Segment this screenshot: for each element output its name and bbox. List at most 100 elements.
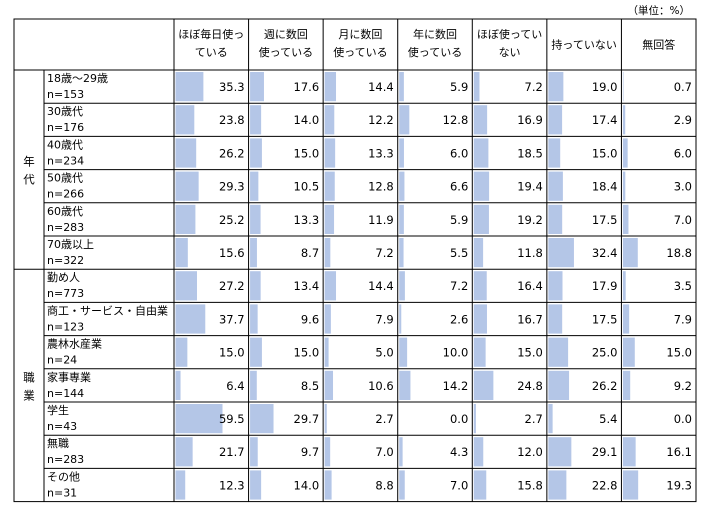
row-label: 無職: [47, 436, 69, 450]
data-bar: [622, 72, 624, 102]
data-bar: [473, 204, 489, 234]
data-value: 19.0: [592, 80, 618, 94]
data-bar: [473, 72, 480, 102]
row-n: n=283: [47, 221, 84, 234]
data-bar: [399, 271, 405, 301]
data-bar: [399, 72, 404, 102]
data-value: 29.7: [294, 412, 320, 426]
data-value: 17.4: [592, 113, 618, 127]
data-value: 12.3: [219, 478, 245, 492]
data-value: 24.8: [517, 379, 543, 393]
data-bar: [548, 337, 569, 367]
data-value: 10.6: [368, 379, 394, 393]
row-n: n=234: [47, 154, 84, 167]
data-bar: [324, 271, 337, 301]
data-bar: [473, 138, 489, 168]
data-value: 29.3: [219, 180, 245, 194]
data-value: 6.0: [674, 146, 692, 160]
data-value: 5.9: [450, 80, 468, 94]
row-label: 50歳代: [47, 172, 83, 185]
data-value: 15.0: [294, 146, 320, 160]
data-value: 0.0: [450, 412, 468, 426]
data-bar: [250, 337, 262, 367]
data-value: 2.9: [674, 113, 692, 127]
data-bar: [548, 370, 570, 400]
data-bar: [622, 138, 628, 168]
data-bar: [473, 404, 476, 434]
data-value: 15.0: [592, 146, 618, 160]
data-bar: [324, 72, 337, 102]
row-n: n=43: [47, 420, 77, 433]
data-value: 21.7: [219, 445, 245, 459]
data-value: 2.6: [450, 312, 468, 326]
data-bar: [473, 337, 486, 367]
data-bar: [324, 370, 334, 400]
column-header: 使っている: [259, 46, 313, 59]
data-value: 11.8: [517, 246, 543, 260]
row-n: n=773: [47, 287, 84, 300]
data-bar: [622, 171, 626, 201]
data-bar: [324, 171, 335, 201]
data-value: 7.0: [674, 213, 692, 227]
data-value: 22.8: [592, 478, 618, 492]
data-bar: [399, 204, 404, 234]
data-value: 5.9: [450, 213, 468, 227]
data-bar: [175, 204, 196, 234]
data-value: 32.4: [592, 246, 618, 260]
data-bar: [548, 72, 564, 102]
data-value: 15.0: [219, 346, 245, 360]
data-value: 25.0: [592, 346, 618, 360]
data-value: 6.4: [226, 379, 244, 393]
data-value: 15.0: [666, 346, 692, 360]
data-value: 5.4: [599, 412, 617, 426]
data-value: 9.7: [301, 445, 319, 459]
row-n: n=144: [47, 387, 84, 400]
data-value: 18.8: [666, 246, 692, 260]
data-value: 12.0: [517, 445, 543, 459]
data-bar: [175, 238, 188, 268]
data-value: 9.6: [301, 312, 319, 326]
data-value: 3.0: [674, 180, 692, 194]
row-n: n=283: [47, 453, 84, 466]
data-value: 0.7: [674, 80, 692, 94]
data-value: 8.5: [301, 379, 319, 393]
row-label: その他: [47, 470, 80, 483]
data-bar: [399, 437, 403, 467]
data-value: 7.0: [450, 478, 468, 492]
data-bar: [473, 370, 494, 400]
column-header: 年に数回: [413, 27, 457, 41]
data-value: 23.8: [219, 113, 245, 127]
data-bar: [175, 105, 195, 135]
row-label: 家事専業: [47, 370, 91, 384]
row-n: n=266: [47, 188, 84, 201]
column-header: 持っていない: [551, 38, 616, 52]
data-value: 15.0: [517, 346, 543, 360]
data-bar: [324, 304, 331, 334]
row-n: n=153: [47, 88, 84, 101]
data-bar: [250, 304, 258, 334]
data-value: 12.2: [368, 113, 394, 127]
data-value: 8.7: [301, 246, 319, 260]
data-bar: [175, 304, 206, 334]
data-bar: [399, 138, 404, 168]
data-value: 18.4: [592, 180, 618, 194]
column-header: 使っている: [408, 46, 462, 59]
data-value: 19.2: [517, 213, 543, 227]
data-value: 2.7: [525, 412, 543, 426]
data-bar: [175, 370, 181, 400]
data-bar: [250, 437, 258, 467]
data-value: 7.2: [375, 246, 393, 260]
row-n: n=322: [47, 254, 84, 267]
row-label: 学生: [47, 403, 69, 417]
data-value: 9.2: [674, 379, 692, 393]
data-bar: [622, 238, 638, 268]
data-value: 5.5: [450, 246, 468, 260]
column-header: ほぼ使ってい: [477, 28, 542, 41]
data-bar: [548, 437, 572, 467]
data-value: 16.7: [517, 312, 543, 326]
data-value: 18.5: [517, 146, 543, 160]
data-value: 27.2: [219, 279, 245, 293]
data-bar: [473, 171, 490, 201]
data-value: 0.0: [674, 412, 692, 426]
group-label: 代: [23, 173, 35, 187]
